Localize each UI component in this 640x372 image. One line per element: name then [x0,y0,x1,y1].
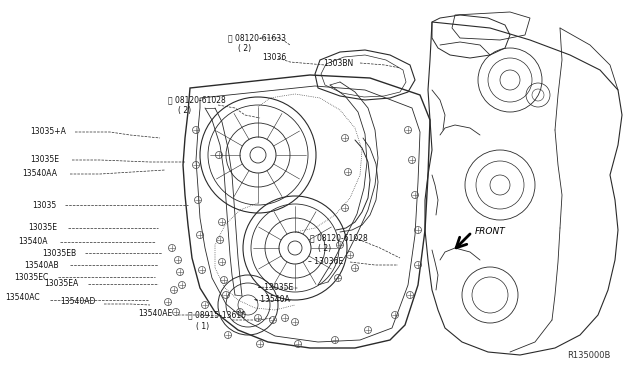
Text: 13540AC: 13540AC [5,294,40,302]
Text: 13035E: 13035E [28,224,57,232]
Text: Ⓑ 08120-61633: Ⓑ 08120-61633 [228,33,286,42]
Text: 13035EA: 13035EA [44,279,78,289]
Text: 1303BN: 1303BN [323,58,353,67]
Text: 13035E: 13035E [30,155,59,164]
Text: 13035EB: 13035EB [42,248,76,257]
Text: 13036: 13036 [262,54,286,62]
Text: ( 2): ( 2) [238,44,251,52]
Text: ( 1): ( 1) [196,321,209,330]
Text: – 13540A: – 13540A [254,295,290,305]
Text: 13540AD: 13540AD [60,298,95,307]
Text: 13540AE: 13540AE [138,308,172,317]
Text: ( 2): ( 2) [318,244,331,253]
Text: 13035: 13035 [32,201,56,209]
Text: 13540A: 13540A [18,237,47,247]
Text: 13540AA: 13540AA [22,170,57,179]
Text: R135000B: R135000B [566,351,610,360]
Text: – 13036E: – 13036E [308,257,343,266]
Text: Ⓑ 08120-61028: Ⓑ 08120-61028 [168,96,226,105]
Text: – 13035E: – 13035E [258,282,293,292]
Text: ( 2): ( 2) [178,106,191,115]
Text: FRONT: FRONT [475,228,506,237]
Text: 13540AB: 13540AB [24,260,59,269]
Text: Ⓑ 08120-61028: Ⓑ 08120-61028 [310,234,368,243]
Text: Ⓑ 08915-13610: Ⓑ 08915-13610 [188,311,246,320]
Text: 13035+A: 13035+A [30,128,66,137]
Text: 13035EC: 13035EC [14,273,48,282]
